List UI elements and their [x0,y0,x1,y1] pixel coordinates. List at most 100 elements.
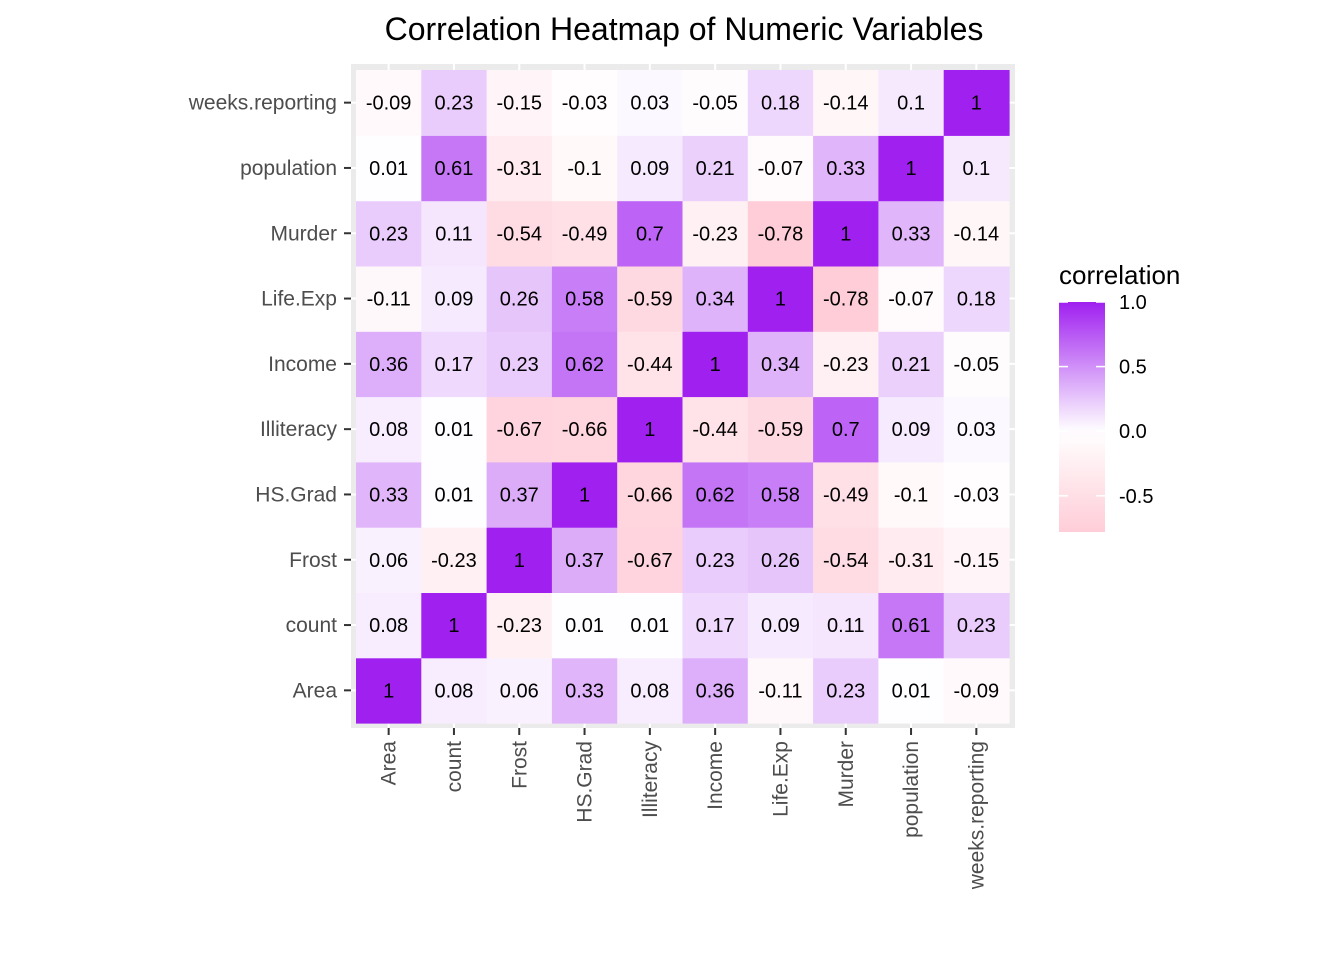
heatmap-cell-Area-Illiteracy [356,396,422,463]
heatmap-cell-population-Murder [878,200,945,267]
cell-label: -0.44 [692,419,738,441]
heatmap-cell-Life.Exp-Area [747,657,814,724]
heatmap-cell-population-Illiteracy [878,396,945,463]
cell-label: -0.44 [627,354,673,376]
cell-label: 0.09 [892,419,931,441]
cell-label: 0.23 [369,223,408,245]
heatmap-cell-Frost-count [486,592,553,659]
heatmap-cell-weeks.reporting-HS.Grad [943,461,1010,528]
heatmap-cell-Murder-Illiteracy [813,396,879,463]
cell-label: -0.05 [954,354,1000,376]
cell-label: 0.08 [369,419,408,441]
cell-label: 0.06 [500,680,539,702]
heatmap-cell-Murder-Life.Exp [813,265,879,332]
x-tick-label: Area [378,741,401,786]
cell-label: 0.21 [892,354,931,376]
heatmap-cell-population-count [878,592,945,659]
heatmap-cell-count-Income [421,331,488,398]
cell-label: -0.14 [954,223,1000,245]
heatmap-cell-Income-Frost [682,527,749,593]
heatmap-cell-Life.Exp-weeks.reporting [747,70,814,136]
heatmap-cell-Life.Exp-count [747,592,814,659]
y-tick-label: Life.Exp [261,288,337,311]
cell-label: -0.09 [366,93,412,115]
heatmap-cell-count-HS.Grad [421,461,488,528]
cell-label: 0.17 [696,615,735,637]
cell-label: -0.23 [692,223,738,245]
cell-label: -0.11 [367,289,411,311]
cell-label: -0.09 [954,680,1000,702]
cell-label: -0.78 [758,223,804,245]
cell-label: 0.37 [565,550,604,572]
heatmap-cell-population-Life.Exp [878,265,945,332]
heatmap-cell-HS.Grad-Area [551,657,618,724]
y-tick-label: Income [268,353,337,376]
cell-label: -0.07 [758,158,804,180]
heatmap-cell-HS.Grad-weeks.reporting [551,70,618,136]
cell-label: 0.61 [434,158,473,180]
heatmap-cell-Frost-population [486,135,553,202]
heatmap-cell-Murder-count [813,592,879,659]
heatmap-cell-Area-Life.Exp [356,265,422,332]
cell-label: 0.17 [434,354,473,376]
cell-label: -0.78 [823,289,869,311]
heatmap-cell-Life.Exp-population [747,135,814,202]
heatmap-cell-Area-population [356,135,422,202]
cell-label: 0.7 [832,419,860,441]
heatmap-cell-Income-HS.Grad [682,461,749,528]
heatmap-cell-Murder-population [813,135,879,202]
heatmap-cell-Frost-Income [486,331,553,398]
heatmap-cell-population-population [878,135,945,202]
y-tick-label: Frost [289,549,337,572]
heatmap-cell-weeks.reporting-population [943,135,1010,202]
heatmap-cell-Illiteracy-Illiteracy [617,396,684,463]
cell-label: 0.08 [369,615,408,637]
cell-label: 0.26 [500,289,539,311]
heatmap-cell-population-Frost [878,527,945,593]
cell-label: 0.34 [761,354,800,376]
heatmap-cell-Area-Murder [356,200,422,267]
heatmap-cell-Murder-HS.Grad [813,461,879,528]
heatmap-cell-Illiteracy-Area [617,657,684,724]
cell-label: -0.1 [894,484,928,506]
cell-label: 0.03 [957,419,996,441]
cell-label: 1 [775,289,786,311]
cell-label: 0.01 [434,484,473,506]
cell-label: -0.59 [627,289,673,311]
heatmap-cell-population-weeks.reporting [878,70,945,136]
cell-label: 1 [644,419,655,441]
heatmap-cell-HS.Grad-Life.Exp [551,265,618,332]
cell-label: 0.37 [500,484,539,506]
color-legend: correlation 1.0 0.5 0.0 -0.5 [1059,260,1180,532]
cell-label: 0.18 [761,93,800,115]
chart-title: Correlation Heatmap of Numeric Variables [385,11,984,47]
heatmap-cell-Illiteracy-weeks.reporting [617,70,684,136]
cell-label: -0.11 [758,680,802,702]
heatmap-cell-Income-Illiteracy [682,396,749,463]
cell-label: -0.66 [562,419,608,441]
heatmap-cell-count-Frost [421,527,488,593]
heatmap-cell-Murder-Area [813,657,879,724]
heatmap-cell-Murder-Income [813,331,879,398]
cell-label: 0.62 [696,484,735,506]
heatmap-cell-count-Illiteracy [421,396,488,463]
y-tick-label: Area [293,679,338,702]
heatmap-cells: 1 0.08 0.06 0.33 0.08 0.36 -0.11 0.23 0.01 -0.090… [356,70,1010,724]
y-tick-label: count [286,614,338,637]
heatmap-cell-weeks.reporting-Life.Exp [943,265,1010,332]
heatmap-cell-HS.Grad-Income [551,331,618,398]
heatmap-cell-Frost-HS.Grad [486,461,553,528]
cell-label: -0.59 [758,419,804,441]
heatmap-cell-count-count [421,592,488,659]
y-tick-label: Illiteracy [260,418,338,441]
heatmap-cell-Frost-Area [486,657,553,724]
heatmap-cell-Illiteracy-population [617,135,684,202]
heatmap-cell-Income-Murder [682,200,749,267]
legend-tick-label: -0.5 [1119,486,1153,508]
x-tick-label: Illiteracy [639,741,662,819]
cell-label: -0.15 [496,93,542,115]
heatmap-cell-Income-Income [682,331,749,398]
cell-label: 1 [383,680,394,702]
cell-label: 0.33 [369,484,408,506]
heatmap-cell-Illiteracy-Life.Exp [617,265,684,332]
